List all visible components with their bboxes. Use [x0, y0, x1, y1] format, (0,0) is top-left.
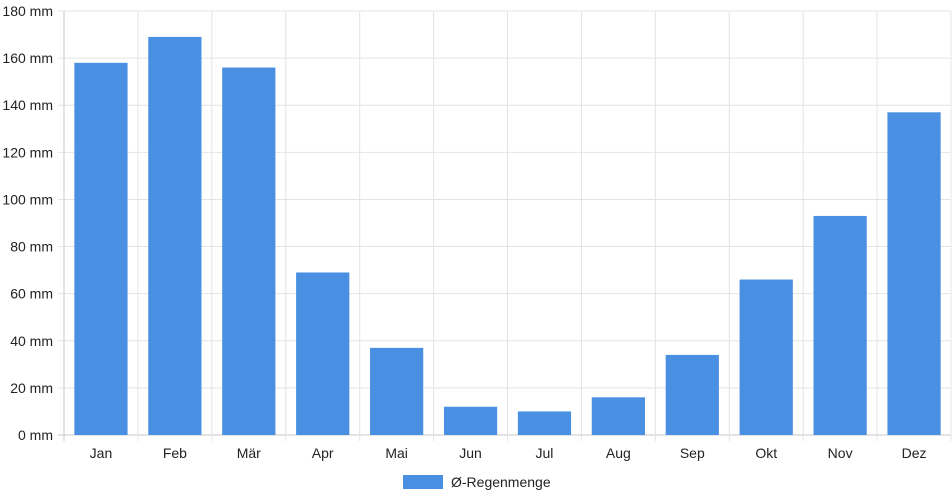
y-tick-label: 100 mm	[2, 191, 53, 207]
bar[interactable]	[148, 36, 202, 436]
bar[interactable]	[222, 67, 276, 436]
bar[interactable]	[517, 411, 572, 435]
x-tick-label: Apr	[312, 445, 334, 461]
x-tick-label: Nov	[828, 445, 853, 461]
y-tick-label: 20 mm	[10, 380, 53, 396]
y-tick-label: 60 mm	[10, 286, 53, 302]
x-tick-label: Sep	[680, 445, 705, 461]
x-tick-label: Mai	[385, 445, 408, 461]
bar[interactable]	[665, 354, 719, 435]
grid	[58, 10, 952, 441]
y-tick-label: 0 mm	[18, 427, 53, 443]
x-tick-label: Jul	[536, 445, 554, 461]
bar[interactable]	[443, 406, 498, 435]
x-tick-label: Feb	[163, 445, 187, 461]
legend-swatch	[403, 475, 443, 489]
x-tick-label: Mär	[237, 445, 261, 461]
y-tick-label: 160 mm	[2, 50, 53, 66]
y-tick-label: 180 mm	[2, 3, 53, 19]
bar[interactable]	[591, 397, 645, 435]
x-tick-label: Dez	[902, 445, 927, 461]
y-tick-label: 80 mm	[10, 239, 53, 255]
x-tick-label: Jun	[459, 445, 482, 461]
y-tick-label: 40 mm	[10, 333, 53, 349]
legend-label: Ø-Regenmenge	[451, 474, 551, 490]
bar[interactable]	[370, 347, 424, 435]
legend[interactable]: Ø-Regenmenge	[403, 474, 551, 490]
x-tick-label: Okt	[755, 445, 777, 461]
bar[interactable]	[887, 112, 941, 436]
y-tick-label: 140 mm	[2, 97, 53, 113]
y-tick-label: 120 mm	[2, 144, 53, 160]
bar-series	[74, 36, 941, 436]
x-tick-label: Jan	[90, 445, 113, 461]
bar[interactable]	[296, 272, 350, 435]
x-tick-label: Aug	[606, 445, 631, 461]
bar[interactable]	[74, 62, 128, 435]
bar[interactable]	[739, 279, 793, 435]
bar[interactable]	[813, 215, 867, 435]
